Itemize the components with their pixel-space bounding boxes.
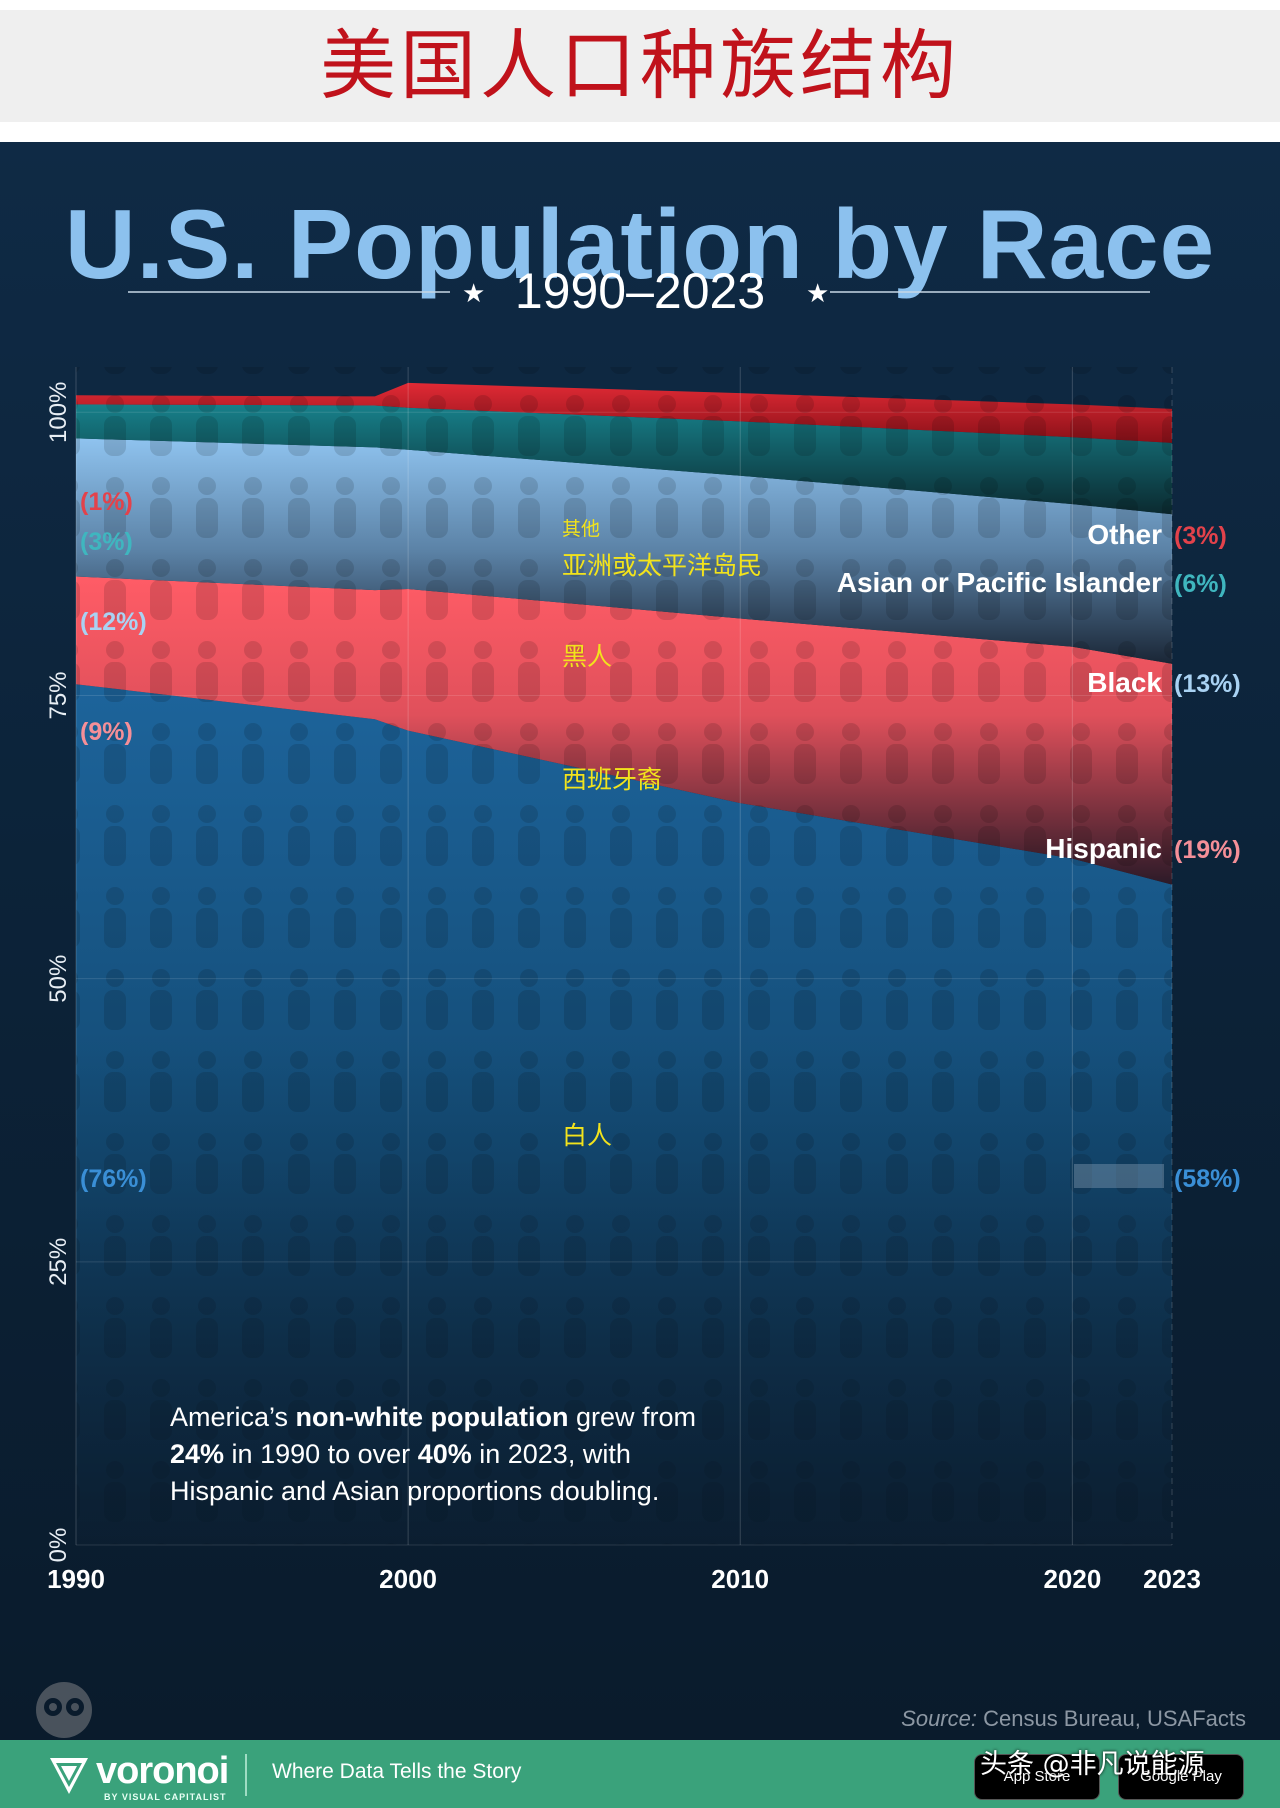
x-tick-label: 2000 [379,1564,437,1594]
y-tick-label: 0% [45,1528,72,1563]
series-end-label: (19%) [1174,836,1241,864]
tagline: Where Data Tells the Story [272,1760,522,1783]
footer-divider [245,1754,247,1796]
series-end-label: (3%) [1174,522,1227,550]
series-name-label: Asian or Pacific Islander [837,567,1162,598]
series-start-label: (9%) [80,718,133,746]
chart-gridlines [75,367,1173,1546]
star-icon: ★ [806,279,829,309]
y-tick-label: 50% [45,955,72,1003]
watermark-text: 头条 @非凡说能源 [980,1749,1205,1780]
y-tick-label: 75% [45,671,72,719]
series-name-label: Other [1087,519,1162,550]
owl-icon [36,1682,92,1738]
y-tick-label: 100% [45,382,72,443]
annotation-note: America’s non-white population grew from… [170,1402,696,1506]
series-start-label: (12%) [80,608,147,636]
voronoi-logo-icon [50,1758,88,1794]
series-name-label: Hispanic [1045,833,1162,864]
year-range: 1990–2023 [515,263,765,319]
y-tick-label: 25% [45,1238,72,1286]
bottom-fade [76,1042,1172,1545]
footer-bar: voronoi BY VISUAL CAPITALIST Where Data … [0,1740,1280,1808]
svg-text:Source: Census Bureau, USAFact: Source: Census Bureau, USAFacts [901,1706,1246,1731]
series-labels: (76%) (58%) 白人 (9%) (19%) 西班牙裔 Hispanic (12%) (1… [80,488,1241,1193]
banner-title: 美国人口种族结构 [320,21,960,110]
banner-background [0,10,1280,122]
y-axis-labels: 0% 25% 50% 75% 100% [45,382,72,1563]
brand-subtitle: BY VISUAL CAPITALIST [104,1792,227,1802]
app-store-button[interactable]: App Store [974,1754,1100,1800]
x-tick-label: 2020 [1043,1564,1101,1594]
series-start-label: (76%) [80,1165,147,1193]
series-cn-label: 西班牙裔 [562,765,662,794]
x-tick-label: 2023 [1143,1564,1201,1594]
brand-name: voronoi [96,1750,229,1792]
source-credit: Source: Census Bureau, USAFacts [901,1706,1246,1731]
series-start-label: (1%) [80,488,133,516]
series-end-label: (6%) [1174,570,1227,598]
series-start-label: (3%) [80,528,133,556]
chart-title: U.S. Population by Race [65,189,1215,299]
chart: U.S. Population by Race ★ ★ 1990–2023 0%… [36,189,1246,1738]
series-end-label: (13%) [1174,670,1241,698]
google-play-button[interactable]: Google Play [1118,1754,1244,1800]
x-axis-labels: 1990 2000 2010 2020 2023 [47,1564,1201,1594]
series-name-label: Black [1087,667,1162,698]
blurred-white-label [1074,1164,1164,1188]
star-icon: ★ [462,279,485,309]
series-cn-label: 白人 [562,1121,612,1150]
series-end-label: (58%) [1174,1165,1241,1193]
series-cn-label: 黑人 [562,642,612,671]
series-cn-label: 其他 [562,518,600,540]
infographic-panel: U.S. Population by Race ★ ★ 1990–2023 0%… [0,142,1280,1740]
series-cn-label: 亚洲或太平洋岛民 [562,551,762,580]
x-tick-label: 1990 [47,1564,105,1594]
year-range-rule: ★ ★ [128,279,1150,309]
x-tick-label: 2010 [711,1564,769,1594]
